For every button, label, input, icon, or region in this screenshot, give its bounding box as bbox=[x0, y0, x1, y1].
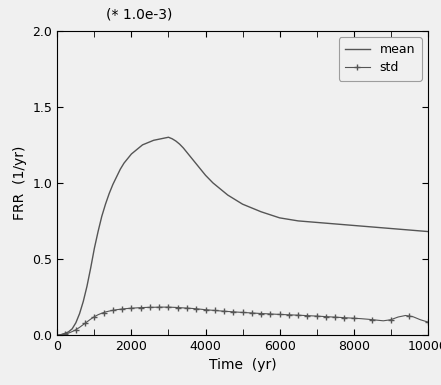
Line: mean: mean bbox=[57, 137, 428, 335]
mean bbox=[62, 331, 67, 336]
X-axis label: Time  (yr): Time (yr) bbox=[209, 358, 277, 372]
mean bbox=[166, 135, 171, 140]
mean bbox=[195, 164, 201, 169]
mean bbox=[107, 191, 112, 196]
mean bbox=[425, 229, 430, 234]
Legend: mean, std: mean, std bbox=[339, 37, 422, 80]
mean bbox=[140, 142, 145, 147]
mean bbox=[55, 333, 60, 337]
mean bbox=[199, 168, 205, 173]
mean bbox=[58, 332, 64, 337]
Text: (* 1.0e-3): (* 1.0e-3) bbox=[106, 8, 172, 22]
Y-axis label: FRR  (1/yr): FRR (1/yr) bbox=[13, 146, 27, 220]
